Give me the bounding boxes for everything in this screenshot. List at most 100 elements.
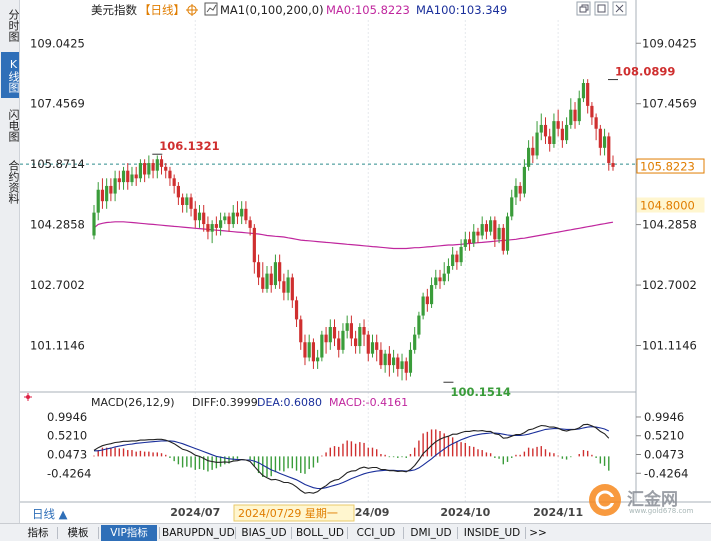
window-maximize-icon[interactable] [594,1,609,16]
candle-body [92,212,96,236]
tab-templates[interactable]: 模板 [67,527,89,539]
candle-body [303,342,307,358]
candle-body [522,166,526,194]
candle-body [413,334,417,350]
candle-body [497,227,501,240]
candle-body [527,147,531,167]
candle-body [417,315,421,335]
crosshair-date-box [233,504,355,522]
price-tick-label-right: 104.2858 [642,218,697,232]
candle-body [611,163,615,167]
candle-body [484,224,489,232]
candle-body [501,227,505,251]
tab-timeshare[interactable]: 分时图 [7,8,20,42]
candle-body [218,220,223,228]
current-price-label-box [636,158,705,174]
candle-body [307,342,311,358]
candle-body [404,361,408,373]
candle-body [489,220,493,232]
macd-icon [24,393,32,401]
macd-diff-value: DIFF:0.3999 [192,396,258,409]
time-tick-label: 024/09 [347,506,389,519]
tab-indicators[interactable]: 指标 [27,527,49,539]
candle-body [231,212,235,225]
tab-contract-info[interactable]: 合约资料 [7,160,20,204]
candle-body [387,353,391,366]
candle-body [176,185,180,198]
candle-body [472,231,476,244]
tab-vip-indicators[interactable]: VIP指标 [101,525,157,541]
candle-body [265,273,269,289]
tab-bias[interactable]: BIAS_UD [241,527,287,539]
candle-body [134,174,138,179]
macd-tick-label-right: 0.9946 [644,410,684,424]
close-icon[interactable] [612,1,627,16]
tab-cci[interactable]: CCI_UD [356,527,396,539]
annotation-label: 100.1514 [450,385,510,399]
candle-body [467,239,472,244]
candle-body [290,277,294,301]
candle-body [548,136,552,144]
diff-line [93,423,610,494]
current-price-label: 105.8223 [640,160,695,174]
candle-body [543,124,548,137]
candle-body [320,334,324,358]
tab-boll[interactable]: BOLL_UD [295,527,344,539]
candle-body [480,224,484,236]
macd-tick-label-left: -0.4264 [47,466,91,480]
time-tick-label: 2024/07 [170,506,220,519]
macd-pane[interactable] [93,423,610,494]
candle-body [316,357,320,362]
candle-body [337,338,341,350]
candle-body [121,170,126,183]
candle-body [248,220,252,228]
candle-body [391,357,396,366]
candle-body [256,262,261,278]
dea-line [94,426,610,490]
tab-kline[interactable]: K线图 [1,52,20,98]
candle-body [564,124,569,141]
candle-body [147,163,151,175]
macd-tick-label-right: 0.5210 [644,429,684,443]
chart-type-icon[interactable] [204,2,218,16]
candle-body [138,163,143,179]
candle-body [126,170,130,183]
tab-flash-chart[interactable]: 闪电图 [7,108,20,142]
tab-barupdn[interactable]: BARUPDN_UD [162,527,235,539]
instrument-name: 美元指数 [91,3,137,17]
window-restore-icon[interactable] [576,1,591,16]
candle-body [197,212,202,221]
candle-body [539,124,543,133]
tab-inside[interactable]: INSIDE_UD [463,527,521,539]
candle-body [425,296,429,305]
candle-body [244,208,248,221]
tab-dmi[interactable]: DMI_UD [410,527,452,539]
price-tick-label-left: 105.8714 [30,157,85,171]
candle-body [235,212,240,217]
candle-body [552,121,556,144]
side-tab-bar: 分时图 K线图 闪电图 合约资料 [0,0,20,523]
candlestick-pane[interactable]: 106.1321 108.0899 100.1514 [20,65,675,400]
annotation-label: 108.0899 [615,65,675,79]
candle-body [159,159,164,167]
chart-canvas[interactable]: 106.1321 108.0899 100.1514 2024/07 024/09 20… [20,0,711,523]
candle-body [531,147,535,156]
candle-body [569,109,573,125]
candle-body [328,327,332,343]
watermark-text: 汇金网 [627,490,678,510]
target-icon[interactable] [186,4,198,16]
price-tick-label-right: 101.1146 [642,339,697,353]
candle-body [227,216,231,225]
period-button[interactable]: 日线 ▲ [32,507,68,521]
tab-more[interactable]: >> [529,527,547,539]
candle-body [214,224,218,228]
candle-body [362,327,366,335]
price-tick-label-right: 107.4569 [642,97,697,111]
watermark: 汇金网 www.gold678.com [587,482,697,518]
price-tick-label-left: 107.4569 [30,97,85,111]
cursor-price-label: 104.8000 [640,199,695,213]
candle-body [168,170,172,179]
candle-body [573,109,577,122]
period-button-bg [20,505,76,521]
macd-tick-label-left: 0.5210 [47,429,87,443]
